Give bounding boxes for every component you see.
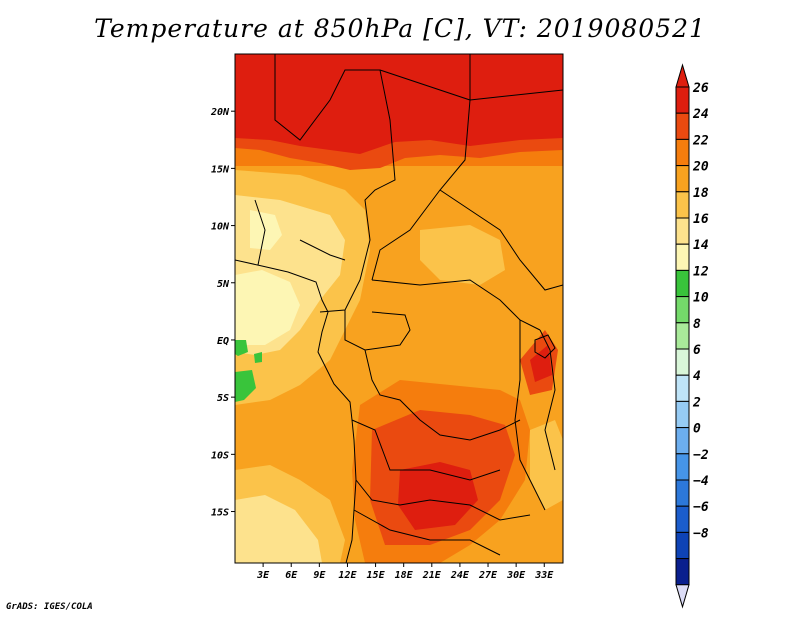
lat-tick-label: 10N — [211, 222, 230, 233]
coastline — [235, 259, 357, 563]
colorbar-label: −8 — [693, 526, 709, 541]
chart-title: Temperature at 850hPa [C], VT: 201908052… — [94, 14, 706, 43]
lon-tick-label: 21E — [422, 570, 442, 581]
temp-band-12-b — [235, 370, 256, 402]
temp-band-16-southwest — [235, 495, 322, 563]
temp-band-12-c — [254, 352, 262, 363]
temp-band-12-a — [235, 340, 248, 356]
border-line — [254, 199, 266, 266]
border-line — [364, 349, 521, 441]
lat-tick-label: 5S — [217, 393, 229, 404]
colorbar-swatch — [675, 505, 690, 533]
lat-tick-label: 15N — [211, 164, 230, 175]
colorbar-swatch — [675, 558, 690, 586]
border-line — [371, 99, 471, 281]
grads-credit: GrADS: IGES/COLA — [6, 602, 93, 612]
border-line — [344, 310, 411, 351]
colorbar-swatch — [675, 296, 690, 324]
colorbar-label: 12 — [693, 264, 709, 279]
colorbar-swatch — [675, 112, 690, 140]
colorbar-label: 0 — [693, 422, 701, 437]
colorbar-label: −2 — [693, 448, 709, 463]
colorbar-label: 24 — [692, 107, 709, 122]
border-line — [439, 189, 563, 291]
temp-band-18-southeast — [530, 420, 563, 510]
lake-outline — [534, 334, 556, 359]
lat-tick-label: 5N — [217, 279, 230, 290]
border-line — [351, 419, 501, 481]
political-boundaries — [235, 54, 563, 563]
temp-band-14-small — [250, 210, 282, 250]
colorbar-swatch — [675, 191, 690, 219]
colorbar-swatch — [675, 217, 690, 245]
lat-tick-label: 15S — [211, 508, 229, 519]
lon-tick-label: 12E — [338, 570, 357, 581]
colorbar-label: 2 — [692, 395, 701, 410]
colorbar-swatch — [675, 165, 690, 193]
border-line — [355, 479, 531, 521]
temp-band-18-central — [420, 225, 505, 285]
lon-tick-label: 30E — [506, 570, 526, 581]
border-line — [371, 279, 541, 331]
lon-tick-label: 9E — [313, 570, 326, 581]
map-frame — [234, 53, 564, 564]
colorbar-swatch — [675, 400, 690, 429]
lon-tick-label: 6E — [285, 570, 298, 581]
lat-tick-label: 20N — [210, 107, 230, 118]
lon-tick-label: 15E — [367, 570, 386, 581]
temp-band-14-west — [235, 270, 300, 345]
colorbar-label: 20 — [692, 160, 709, 175]
lon-tick-label: 3E — [256, 570, 270, 581]
colorbar-label: 18 — [693, 186, 709, 201]
colorbar-swatch — [675, 531, 690, 560]
colorbar-label: 22 — [692, 133, 709, 148]
colorbar-swatch — [675, 427, 690, 455]
colorbar-swatch — [675, 138, 690, 167]
lat-tick-label: EQ — [217, 336, 229, 347]
lon-tick-label: 33E — [534, 570, 554, 581]
temp-band-26-north — [235, 54, 563, 154]
border-line — [299, 239, 346, 261]
colorbar-label: 4 — [693, 369, 701, 384]
lat-tick-label: 10S — [211, 450, 229, 461]
colorbar-swatch — [675, 322, 690, 350]
colorbar-label: 26 — [692, 81, 709, 96]
colorbar-label: 6 — [693, 343, 701, 358]
border-line — [274, 54, 396, 313]
lon-tick-label: 24E — [450, 570, 470, 581]
colorbar-label: 10 — [693, 291, 709, 306]
colorbar-label: 8 — [693, 317, 701, 332]
colorbar-swatch — [675, 243, 690, 271]
latitude-axis: 20N 15N 10N 5N EQ 5S 10S 15S — [210, 107, 235, 519]
colorbar-label: −4 — [693, 474, 709, 489]
colorbar-label: −6 — [693, 500, 709, 515]
border-line — [514, 320, 546, 511]
colorbar-swatch — [675, 269, 690, 298]
colorbar-swatch — [675, 86, 690, 114]
colorbar-over-arrow — [675, 63, 690, 88]
colorbar-swatch — [675, 479, 690, 507]
colorbar-label: 14 — [693, 238, 709, 253]
colorbar-label: 16 — [693, 212, 709, 227]
temp-band-26-south — [398, 462, 478, 530]
longitude-axis: 3E 6E 9E 12E 15E 18E 21E 24E 27E 30E 33E — [256, 563, 554, 581]
border-line — [353, 509, 501, 556]
border-line — [539, 329, 556, 471]
colorbar-under-arrow — [675, 584, 690, 609]
border-line — [469, 89, 563, 101]
colorbar-swatch — [675, 348, 690, 376]
colorbar-swatch — [675, 453, 690, 481]
temperature-field — [235, 54, 563, 563]
lon-tick-label: 18E — [395, 570, 414, 581]
lon-tick-label: 27E — [478, 570, 498, 581]
temp-band-26-east — [530, 345, 552, 382]
colorbar-swatch — [675, 374, 690, 402]
